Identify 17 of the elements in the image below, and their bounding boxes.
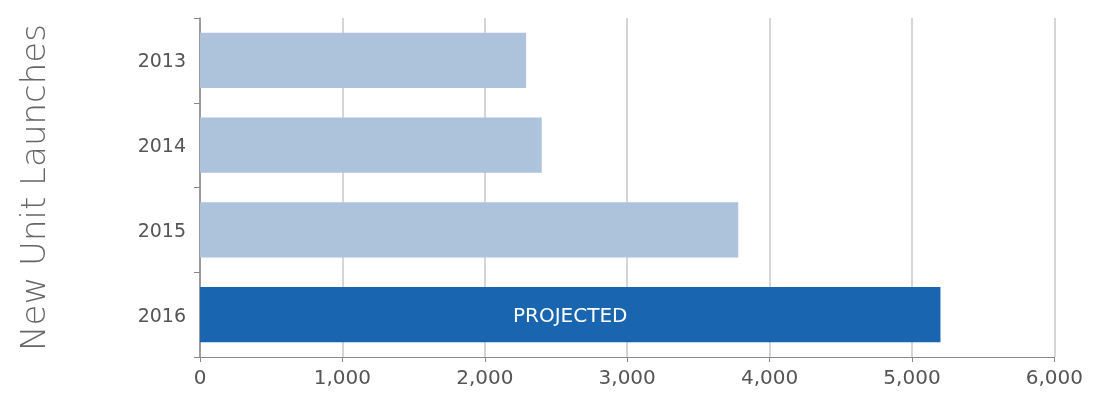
y-tick-label: 2013 — [137, 49, 186, 72]
x-tick-label: 1,000 — [313, 365, 372, 389]
x-tick-label: 2,000 — [456, 365, 514, 389]
x-tick-label: 3,000 — [598, 365, 656, 389]
y-axis-title: New Unit Launches — [13, 24, 53, 351]
bar — [200, 202, 739, 258]
x-tick-label: 6,000 — [1025, 365, 1083, 389]
x-tick-label: 4,000 — [740, 365, 799, 389]
bar — [200, 287, 941, 343]
bar — [200, 32, 527, 88]
y-tick-label: 2016 — [137, 303, 186, 326]
y-tick-label: 2015 — [137, 218, 186, 241]
x-tick-label: 0 — [193, 365, 207, 389]
annotation: PROJECTED — [513, 302, 628, 327]
y-tick-label: 2014 — [137, 134, 186, 157]
x-tick-label: 5,000 — [883, 365, 941, 389]
bar — [200, 117, 542, 173]
